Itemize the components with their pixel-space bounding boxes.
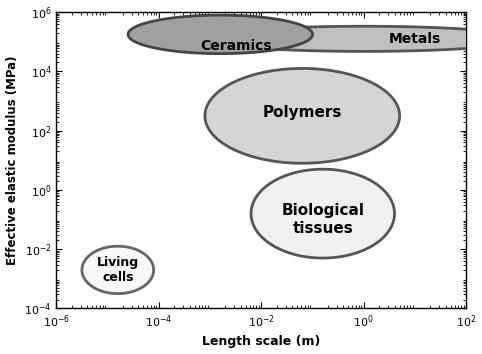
- Text: Metals: Metals: [389, 32, 441, 46]
- X-axis label: Length scale (m): Length scale (m): [202, 336, 321, 348]
- Text: Polymers: Polymers: [263, 105, 342, 120]
- Text: Living
cells: Living cells: [97, 256, 139, 284]
- Text: Biological
tissues: Biological tissues: [281, 203, 364, 236]
- Text: Ceramics: Ceramics: [200, 39, 271, 53]
- Polygon shape: [82, 246, 154, 293]
- Y-axis label: Effective elastic modulus (MPa): Effective elastic modulus (MPa): [6, 56, 18, 265]
- Polygon shape: [205, 26, 482, 51]
- Polygon shape: [128, 15, 312, 54]
- Polygon shape: [205, 68, 400, 163]
- Polygon shape: [251, 169, 394, 258]
